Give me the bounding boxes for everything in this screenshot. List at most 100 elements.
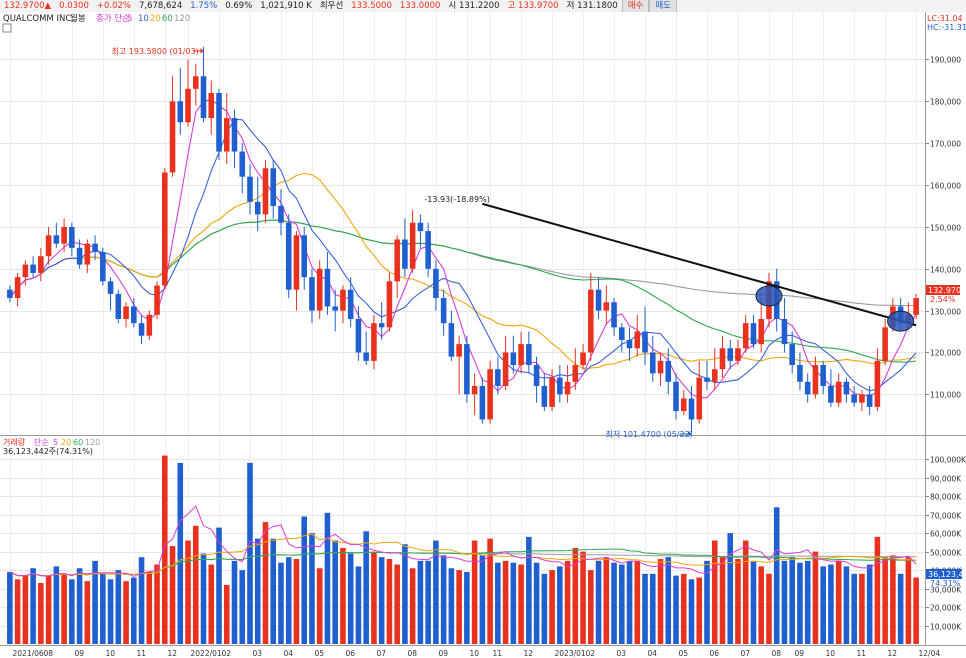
volume-bar <box>38 583 44 644</box>
volume-bar <box>30 568 36 644</box>
volume-ma-5: 5 <box>53 438 58 447</box>
candle-up <box>456 344 462 357</box>
volume-bar <box>61 573 67 644</box>
candle-down <box>107 281 114 294</box>
volume-bar <box>642 573 648 644</box>
volume-bar <box>859 573 865 644</box>
time-tick-label: 11 <box>137 649 147 658</box>
time-tick-label: 02 <box>586 649 596 658</box>
candle-down <box>115 293 122 319</box>
candle-up <box>711 369 718 382</box>
volume-bar <box>456 570 462 644</box>
volume-bar <box>665 557 672 644</box>
candle-up <box>549 377 555 407</box>
candle-down <box>53 235 60 244</box>
volume-bar <box>324 512 331 644</box>
volume-bar <box>797 562 803 644</box>
candle-down <box>355 318 362 353</box>
volume-bar <box>355 566 362 644</box>
lc-label: LC:31.04 <box>927 14 963 23</box>
volume-bar <box>301 516 308 644</box>
candle-up <box>572 365 579 382</box>
candle-up <box>371 323 377 361</box>
time-tick-label: 12/04 <box>919 649 941 658</box>
candle-down <box>495 369 501 386</box>
candle-down <box>626 339 633 349</box>
trendline-annotation: -13.93(-18.89%) <box>424 195 489 204</box>
price-tick-label: 190,000 <box>930 56 961 65</box>
ma-period-60: 60 <box>162 14 173 24</box>
volume-bar <box>649 573 656 644</box>
volume-bar <box>828 564 834 644</box>
candle-down <box>704 377 710 382</box>
candle-up <box>161 172 168 286</box>
candle-down <box>30 264 36 273</box>
time-tick-label: 09 <box>439 649 449 658</box>
candle-down <box>200 76 207 119</box>
volume-bar <box>239 570 246 644</box>
candle-up <box>45 235 52 257</box>
low-annotation: 최저 101.4700 (05/22) <box>606 429 693 439</box>
time-tick-label: 2022/01 <box>191 649 222 658</box>
candle-down <box>618 327 625 340</box>
candle-down <box>285 222 292 290</box>
volume-bar <box>680 573 687 644</box>
candle-up <box>14 277 21 299</box>
candle-down <box>797 365 803 382</box>
candle-down <box>526 344 532 366</box>
volume-bar <box>874 536 881 644</box>
volume-bar <box>773 507 780 644</box>
volume-bar <box>316 568 323 644</box>
volume-bar <box>580 551 586 644</box>
panel-toggle-box[interactable] <box>2 23 12 33</box>
candle-down <box>7 289 13 299</box>
time-tick-label: 10 <box>106 649 116 658</box>
volume-bar <box>45 575 52 644</box>
low-text: 저 131.1800 <box>566 1 618 11</box>
axes: 110,000 120,000 130,000 140,000 150,000 160,0… <box>13 56 966 658</box>
candle-down <box>138 323 145 336</box>
price-tick-label: 150,000 <box>930 224 961 233</box>
candle-up <box>657 360 664 374</box>
volume-bar <box>634 560 641 644</box>
symbol-title: QUALCOMM INC <box>3 14 71 24</box>
volume-ma-20: 20 <box>61 438 71 447</box>
volume-bar <box>812 551 819 644</box>
candle-up <box>735 348 741 361</box>
volume-bar <box>440 555 447 644</box>
volume-bar <box>866 564 873 644</box>
candle-up <box>262 168 269 215</box>
highlight-ellipse <box>755 285 783 307</box>
time-tick-label: 04 <box>648 649 658 658</box>
volume-bar <box>595 560 602 644</box>
candle-down <box>231 118 238 152</box>
volume-bar <box>115 570 122 644</box>
high-arrow-head <box>200 47 204 54</box>
candle-down <box>278 205 284 223</box>
volume-bar <box>611 562 617 644</box>
sell-button[interactable]: 매도 <box>649 0 677 12</box>
candle-up <box>146 314 153 336</box>
time-tick-label: 08 <box>44 649 54 658</box>
volume-bar <box>835 560 842 644</box>
candle-down <box>363 352 369 361</box>
time-tick-label: 03 <box>253 649 263 658</box>
high-annotation: 최고 193.5800 (01/03) <box>112 46 199 56</box>
volume-bar <box>727 533 734 644</box>
candle-down <box>557 377 563 395</box>
volume-bar <box>278 562 284 644</box>
volume-bar <box>688 579 695 644</box>
ma-period-5: 5 <box>127 14 132 24</box>
price-tick-label: 180,000 <box>930 98 961 107</box>
candle-down <box>324 268 331 307</box>
volume-bar <box>626 560 633 644</box>
volume-bar <box>673 575 679 644</box>
candle-down <box>665 360 672 382</box>
buy-button[interactable]: 매수 <box>621 0 650 12</box>
time-tick-label: 06 <box>346 649 356 658</box>
candle-up <box>61 226 67 244</box>
volume-bar <box>804 560 811 644</box>
volume-bar <box>464 571 470 644</box>
candle-up <box>502 352 509 386</box>
volume-bar <box>518 564 524 644</box>
